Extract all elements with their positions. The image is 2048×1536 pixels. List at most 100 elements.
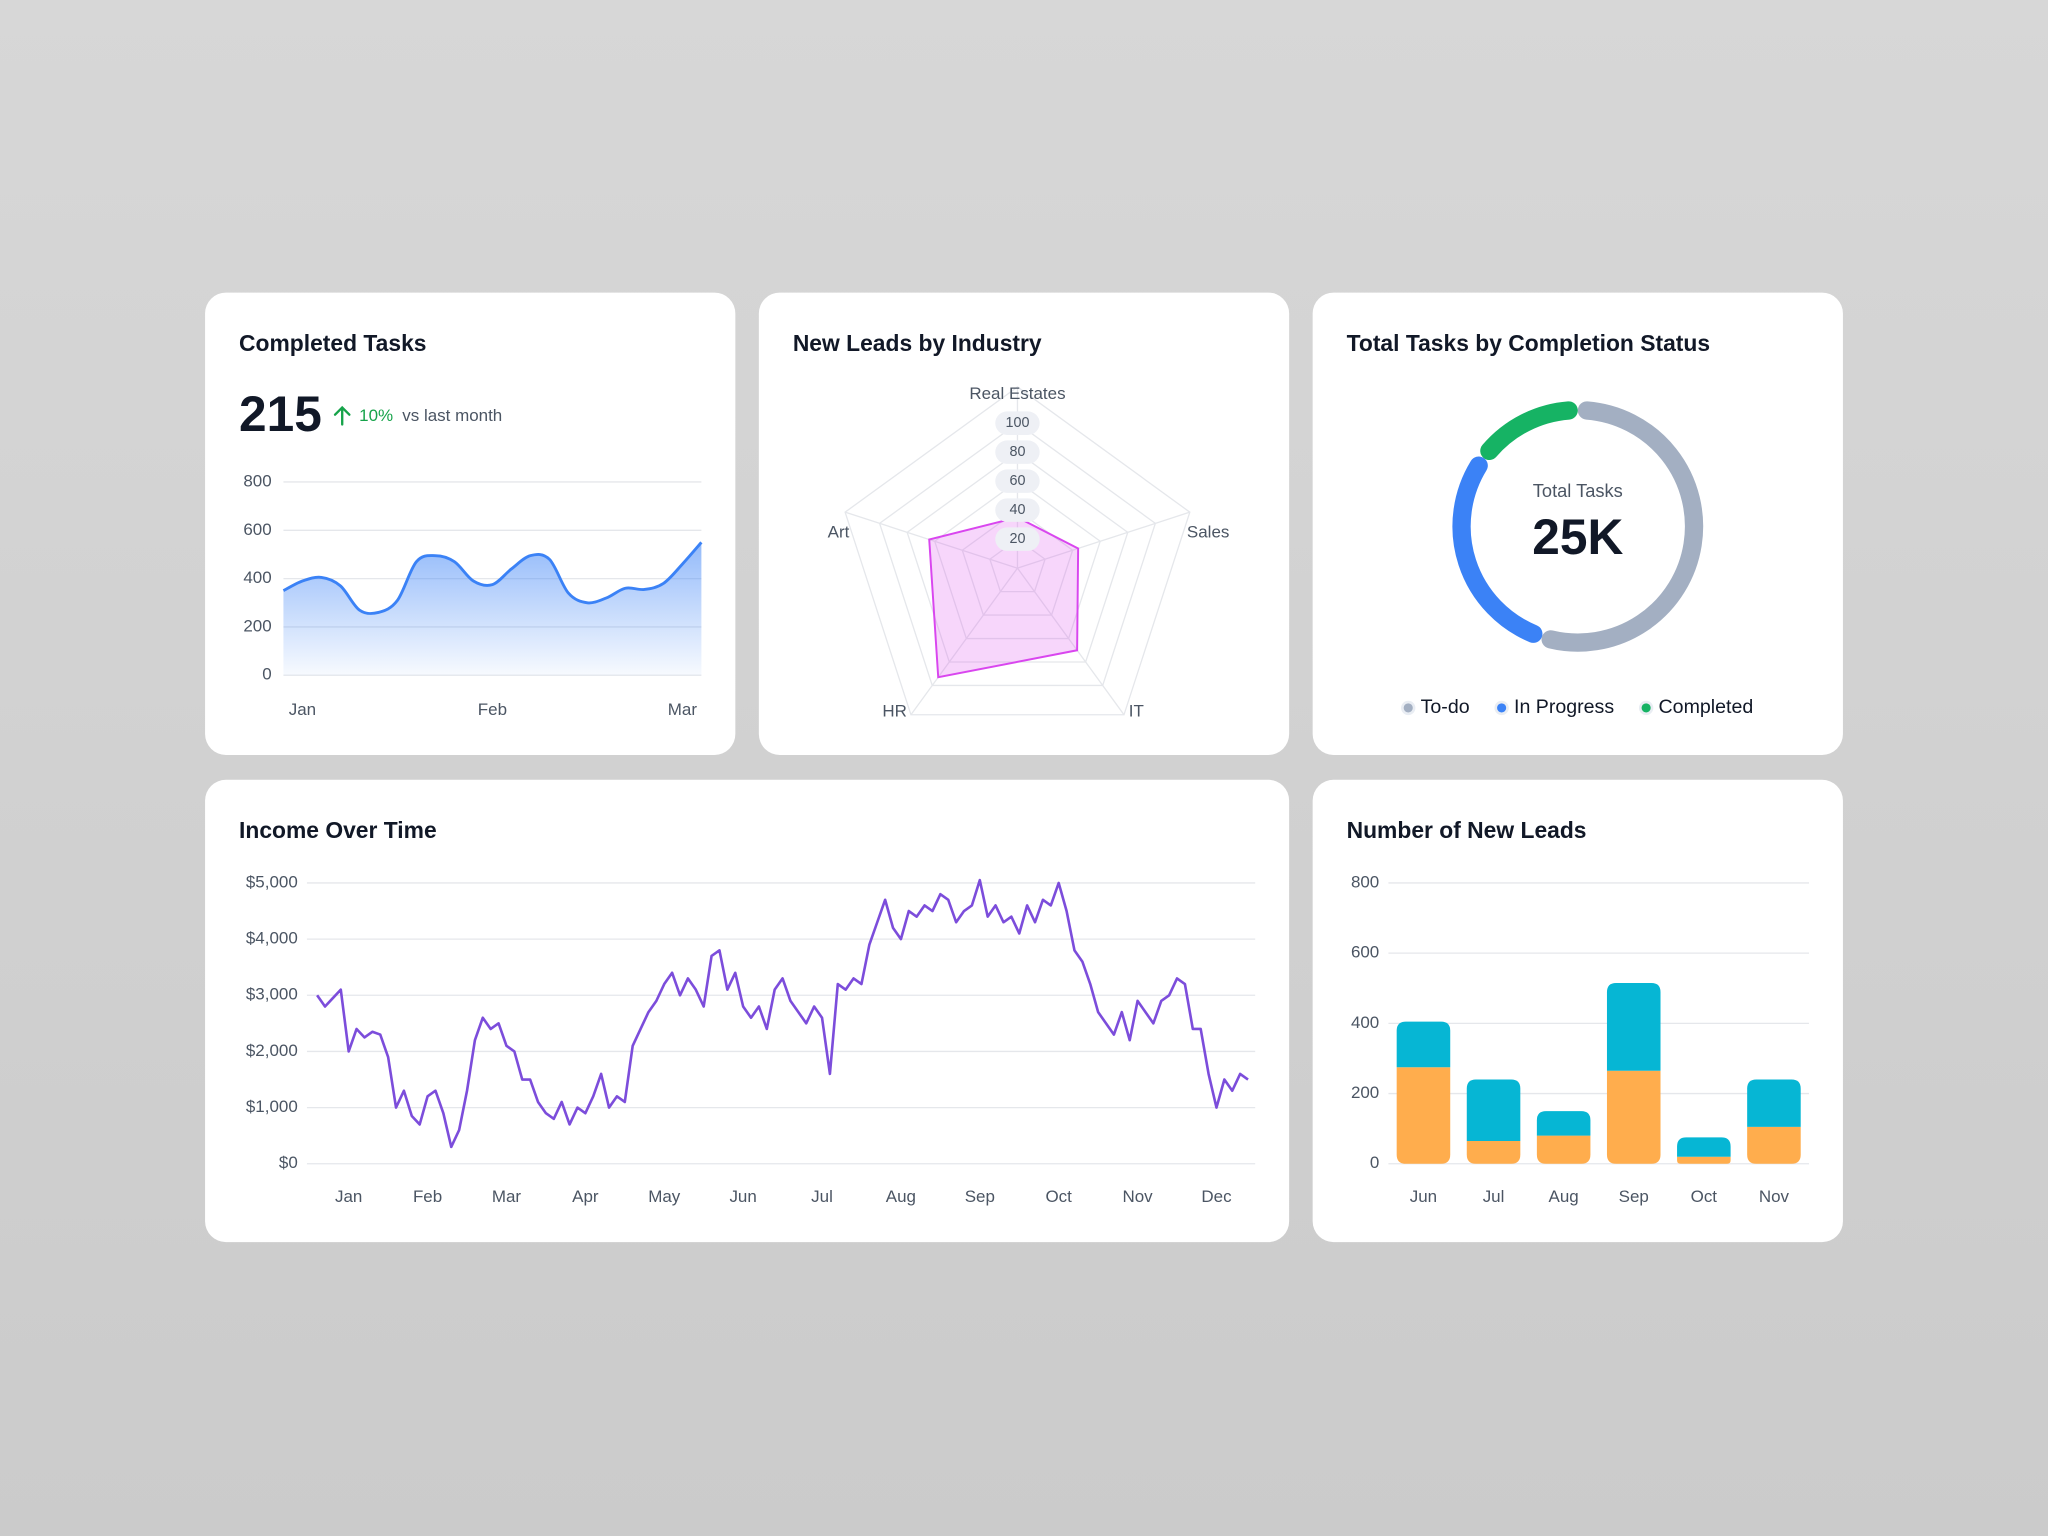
grid-ring: [878, 422, 1157, 687]
legend-label: In Progress: [1514, 696, 1614, 718]
axis-label: Art: [828, 522, 850, 541]
r-tick-label: 100: [1005, 415, 1029, 431]
card-title: Income Over Time: [239, 817, 437, 843]
bar-segment: [1396, 1021, 1451, 1068]
kpi-note: vs last month: [402, 406, 502, 425]
radar-area: [928, 516, 1080, 679]
donut-center-label: Total Tasks: [1533, 480, 1623, 501]
grid-ring: [933, 480, 1101, 640]
x-tick-label: Feb: [413, 1187, 442, 1206]
x-tick-label: Dec: [1201, 1187, 1232, 1206]
axis-label: Sales: [1187, 522, 1229, 541]
x-tick-label: Nov: [1122, 1187, 1153, 1206]
radar-frame: [844, 386, 1191, 716]
line: [316, 878, 1249, 1149]
axis-label: IT: [1129, 701, 1144, 720]
r-tick-label: 40: [1009, 502, 1025, 518]
line: [282, 541, 703, 615]
x-tick-label: Jan: [335, 1187, 362, 1206]
donut-segment: [1452, 456, 1543, 643]
grid-ring: [989, 538, 1046, 593]
x-tick-label: Jan: [289, 700, 316, 719]
card-title: Completed Tasks: [239, 330, 426, 356]
radial-axis: [1016, 567, 1125, 716]
y-tick-label: 600: [1351, 943, 1379, 962]
x-tick-label: Oct: [1045, 1187, 1072, 1206]
r-tick-label: 80: [1009, 444, 1025, 460]
bar-segment: [1536, 1111, 1591, 1136]
bar-segment: [1747, 1079, 1801, 1127]
r-tick-label: 60: [1009, 473, 1025, 489]
y-tick-label: $2,000: [246, 1041, 298, 1060]
bar-segment: [1466, 1079, 1521, 1141]
x-tick-label: Jul: [1483, 1187, 1505, 1206]
y-tick-label: 800: [1351, 872, 1379, 891]
x-tick-label: Apr: [572, 1187, 599, 1206]
y-tick-label: 0: [262, 665, 271, 684]
up-arrow: [333, 405, 351, 426]
bar-segment: [1396, 1067, 1451, 1164]
x-tick-label: Jun: [1410, 1187, 1437, 1206]
grid-ring: [961, 509, 1074, 616]
card: [1312, 779, 1843, 1243]
y-tick-label: 400: [243, 568, 271, 587]
legend-label: To-do: [1421, 696, 1470, 718]
card: [758, 292, 1290, 755]
x-tick-label: Mar: [668, 700, 698, 719]
legend-label: Completed: [1659, 696, 1754, 718]
x-tick-label: Aug: [886, 1187, 916, 1206]
x-tick-label: Aug: [1549, 1187, 1579, 1206]
bar-segment: [1466, 1140, 1521, 1164]
x-tick-label: Nov: [1759, 1187, 1790, 1206]
card-title: Total Tasks by Completion Status: [1347, 330, 1710, 356]
legend-dot: [1494, 700, 1509, 716]
y-tick-label: $4,000: [246, 929, 298, 948]
y-tick-label: $5,000: [246, 872, 298, 891]
y-tick-label: 600: [243, 520, 271, 539]
tick-pill: [995, 469, 1040, 493]
axis-label: HR: [882, 701, 907, 720]
kpi-change: 10%: [359, 406, 393, 425]
x-tick-label: Sep: [965, 1187, 995, 1206]
donut-segment: [1480, 401, 1578, 461]
y-tick-label: 200: [1351, 1083, 1379, 1102]
x-tick-label: Oct: [1691, 1187, 1718, 1206]
x-tick-label: Sep: [1619, 1187, 1649, 1206]
card-title: Number of New Leads: [1347, 817, 1587, 843]
bar-segment: [1536, 1135, 1591, 1164]
legend-dot: [1401, 700, 1416, 716]
kpi-value: 215: [239, 386, 322, 442]
tick-pill: [995, 411, 1040, 435]
donut-segment: [1541, 401, 1704, 652]
x-tick-label: Jun: [729, 1187, 756, 1206]
x-tick-label: Mar: [492, 1187, 522, 1206]
legend-dot: [1638, 700, 1654, 716]
y-tick-label: 800: [243, 471, 271, 490]
card-title: New Leads by Industry: [793, 330, 1042, 356]
bar-segment: [1606, 982, 1661, 1071]
y-tick-label: 0: [1370, 1153, 1379, 1172]
y-tick-label: $0: [279, 1153, 298, 1172]
bar-segment: [1747, 1126, 1801, 1164]
tick-pill: [995, 498, 1040, 522]
y-tick-label: $3,000: [246, 985, 298, 1004]
y-tick-label: $1,000: [246, 1097, 298, 1116]
x-tick-label: Jul: [811, 1187, 833, 1206]
axis-label: Real Estates: [969, 384, 1065, 403]
y-tick-label: 400: [1351, 1013, 1379, 1032]
card: [1312, 292, 1843, 755]
donut-center-value: 25K: [1532, 509, 1623, 565]
bar-segment: [1677, 1137, 1731, 1157]
card: [205, 292, 736, 755]
area: [283, 542, 702, 676]
y-tick-label: 200: [243, 616, 271, 635]
bar-segment: [1606, 1070, 1661, 1164]
r-tick-label: 20: [1009, 531, 1025, 547]
radial-axis: [844, 511, 1018, 569]
radial-axis: [1017, 511, 1191, 569]
x-tick-label: May: [648, 1187, 681, 1206]
radial-axis: [910, 567, 1018, 716]
